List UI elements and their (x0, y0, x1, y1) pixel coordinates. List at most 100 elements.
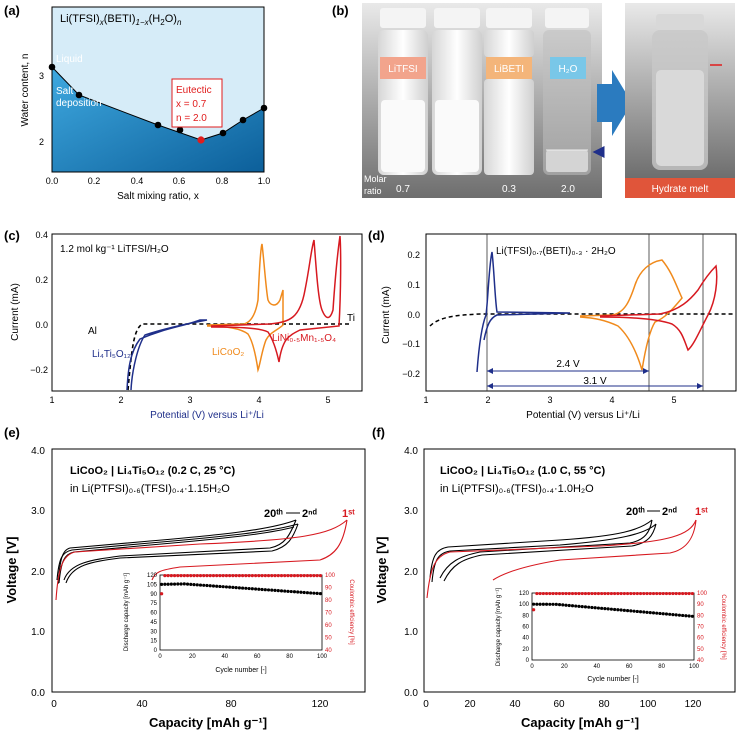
label-ti: Ti (347, 313, 355, 324)
efficiency-point (224, 574, 229, 578)
charge-curve-cycle-1 (55, 519, 348, 601)
efficiency-point (234, 574, 238, 578)
inset-yl-tick: 15 (150, 639, 157, 645)
y-tick-label: 4.0 (31, 446, 45, 457)
y-tick-label: −0.2 (30, 365, 48, 375)
capacity-point (577, 604, 581, 608)
capacity-point (273, 588, 277, 592)
y-tick-label: 0.2 (35, 275, 48, 285)
efficiency-point (231, 574, 235, 578)
phase-point (48, 63, 56, 71)
mixing-arrow (597, 70, 632, 136)
phase-point (239, 116, 247, 124)
efficiency-point (257, 574, 261, 578)
panel-label-b: (b) (332, 3, 349, 18)
efficiency-point (279, 574, 284, 578)
capacity-point (241, 586, 245, 590)
inset-yr-tick: 70 (697, 625, 704, 631)
capacity-point (182, 582, 186, 586)
label-lini05mn15o4: LiNi₀.₅Mn₁.₅O₄ (272, 333, 336, 344)
efficiency-point (532, 608, 536, 612)
capacity-point (561, 603, 565, 607)
panel-a-title: Li(TFSI)x(BETI)1−x(H2O)n (60, 13, 182, 27)
inset-yl-tick: 45 (150, 620, 157, 626)
efficiency-point (247, 574, 251, 578)
panel-d-yticks: −0.2 −0.1 0.0 0.1 0.2 (402, 250, 420, 379)
inset-ylabel-left: Discharge capacity [mAh g⁻¹] (124, 573, 130, 652)
capacity-point (600, 606, 604, 610)
panel-f-xlabel: Capacity [mAh g⁻¹] (521, 715, 639, 730)
capacity-point (315, 591, 319, 596)
panel-c-ylabel: Current (mA) (10, 283, 21, 341)
efficiency-point (645, 591, 649, 596)
capacity-point (299, 590, 303, 594)
capacity-point (564, 603, 568, 607)
capacity-point (544, 602, 549, 606)
inset-ylabel-left: Discharge capacity [mAh g⁻¹] (496, 588, 502, 667)
inset-yl-tick: 120 (147, 573, 158, 579)
efficiency-point (260, 574, 264, 578)
y-tick-label: 0.0 (404, 688, 418, 699)
panel-d-cv: Li(TFSI)₀.₇(BETI)₀.₃ · 2H₂O 2.4 V 3.1 V … (381, 233, 737, 421)
capacity-point (318, 592, 322, 596)
efficiency-point (684, 591, 688, 596)
inset-yr-tick: 60 (325, 623, 332, 629)
y-tick-label: −0.1 (402, 339, 420, 349)
efficiency-point (574, 591, 578, 596)
panel-f-inset: Cycle number [-] Discharge capacity [mAh… (496, 588, 726, 683)
x-tick-label: 5 (671, 395, 676, 405)
x-tick-label: 0.2 (88, 176, 101, 186)
inset-yl-tick: 0 (526, 658, 530, 664)
x-tick-label: 2 (118, 395, 123, 405)
panel-c-yticks: −0.2 0.0 0.2 0.4 (30, 230, 48, 375)
efficiency-point (635, 591, 639, 596)
phase-point (260, 104, 268, 112)
salt-deposition-region (52, 67, 264, 172)
x-tick-label: 3 (187, 395, 192, 405)
capacity-point (638, 610, 643, 614)
cv-curve-li4ti5o12 (126, 319, 208, 391)
efficiency-point (593, 591, 597, 596)
efficiency-point (208, 574, 212, 578)
panel-d-xlabel: Potential (V) versus Li⁺/Li (526, 410, 640, 421)
inset-x-tick: 100 (317, 654, 328, 660)
inset-yl-tick: 60 (150, 611, 157, 617)
x-tick-label: 0.4 (131, 176, 144, 186)
x-tick-label: 120 (685, 699, 702, 710)
inset-x-tick: 40 (593, 664, 600, 670)
capacity-point (580, 605, 584, 609)
panel-d-ylabel: Current (mA) (381, 286, 392, 344)
capacity-point (651, 611, 656, 615)
x-tick-label: 0.6 (173, 176, 186, 186)
efficiency-point (557, 591, 562, 596)
panel-c-xlabel: Potential (V) versus Li⁺/Li (150, 410, 264, 421)
panel-d-frame (425, 233, 737, 392)
inset-x-tick: 40 (221, 654, 228, 660)
panel-c-cv: 1.2 mol kg⁻¹ LiTFSI/H₂O Al Ti Li₄Ti₅O₁₂ … (10, 230, 363, 421)
efficiency-point (580, 591, 584, 596)
capacity-point (266, 588, 271, 592)
inset-yl-tick: 60 (522, 625, 529, 631)
efficiency-point (535, 591, 539, 596)
efficiency-point (276, 574, 280, 578)
efficiency-point (687, 591, 691, 596)
capacity-point (557, 603, 562, 607)
efficiency-point (674, 591, 678, 596)
inset-xlabel: Cycle number [-] (587, 676, 638, 683)
inset-yl-tick: 30 (150, 629, 157, 635)
capacity-point (228, 585, 232, 589)
x-tick-label: 1.0 (258, 176, 271, 186)
efficiency-point (655, 591, 659, 596)
efficiency-point (299, 574, 303, 578)
hydrate-cap (656, 14, 704, 30)
panel-e-title-2: in Li(PTFSI)₀.₆(TFSI)₀.₄·1.15H₂O (70, 483, 230, 495)
capacity-point (169, 582, 173, 586)
panel-c-frame (51, 233, 363, 392)
panel-a-ytick-2: 2 (39, 137, 44, 147)
eutectic-x: x = 0.7 (176, 99, 207, 110)
capacity-point (160, 582, 164, 586)
efficiency-point (273, 574, 277, 578)
efficiency-point (651, 591, 656, 596)
cycle-label-20: 20ᵗʰ (626, 506, 645, 518)
capacity-point (642, 610, 646, 614)
